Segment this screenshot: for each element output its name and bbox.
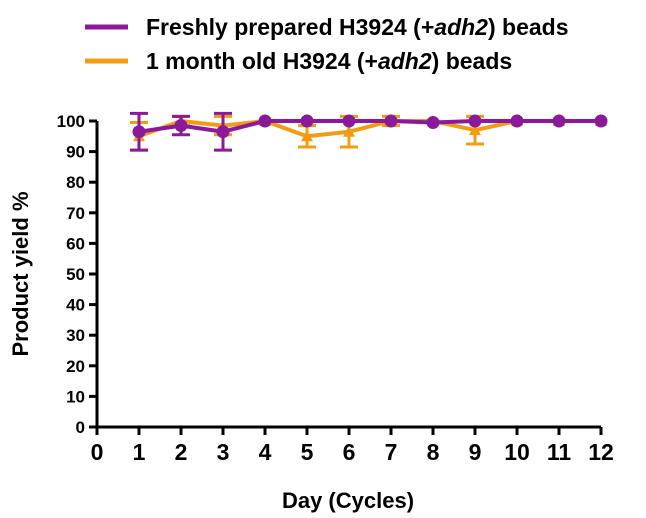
y-tick-label: 30 <box>66 326 85 345</box>
x-tick-label: 1 <box>133 439 146 465</box>
x-tick-label: 12 <box>588 439 614 465</box>
y-tick-label: 60 <box>66 234 85 253</box>
data-point <box>258 114 272 128</box>
data-point <box>216 125 230 139</box>
x-tick-label: 3 <box>217 439 230 465</box>
data-point <box>594 114 608 128</box>
x-tick-label: 11 <box>547 439 572 465</box>
y-tick-label: 100 <box>57 112 85 131</box>
data-point <box>468 114 482 128</box>
y-tick-label: 80 <box>66 173 85 192</box>
y-tick-label: 70 <box>66 204 85 223</box>
x-tick-label: 6 <box>343 439 356 465</box>
series-line <box>138 119 601 134</box>
data-point <box>174 119 188 133</box>
x-tick-label: 10 <box>504 439 530 465</box>
y-tick-label: 0 <box>76 418 85 437</box>
y-tick-label: 40 <box>66 296 85 315</box>
x-tick-label: 5 <box>301 439 314 465</box>
x-tick-label: 9 <box>469 439 482 465</box>
x-tick-label: 7 <box>385 439 398 465</box>
series-layer <box>130 111 608 152</box>
legend-label: Freshly prepared H3924 (+adh2) beads <box>146 14 569 40</box>
data-point <box>469 124 481 136</box>
data-point <box>132 125 146 139</box>
data-point <box>343 125 355 137</box>
data-point <box>384 114 398 128</box>
y-axis-title: Product yield % <box>8 191 33 356</box>
x-axis-title: Day (Cycles) <box>282 488 414 513</box>
x-tick-label: 2 <box>175 439 188 465</box>
y-tick-label: 50 <box>66 265 85 284</box>
x-tick-label: 8 <box>427 439 440 465</box>
data-point <box>552 114 566 128</box>
y-tick-label: 20 <box>66 357 85 376</box>
data-point <box>342 114 356 128</box>
legend-label: 1 month old H3924 (+adh2) beads <box>146 48 512 74</box>
y-tick-label: 10 <box>66 387 85 406</box>
data-point <box>300 114 314 128</box>
axes <box>95 121 601 429</box>
data-point <box>426 116 440 130</box>
data-point <box>510 114 524 128</box>
legend: Freshly prepared H3924 (+adh2) beads 1 mo… <box>85 14 569 74</box>
data-point <box>301 130 313 142</box>
y-tick-label: 90 <box>66 143 85 162</box>
x-tick-label: 0 <box>91 439 104 465</box>
x-tick-label: 4 <box>259 439 272 465</box>
series-1 <box>130 111 608 152</box>
